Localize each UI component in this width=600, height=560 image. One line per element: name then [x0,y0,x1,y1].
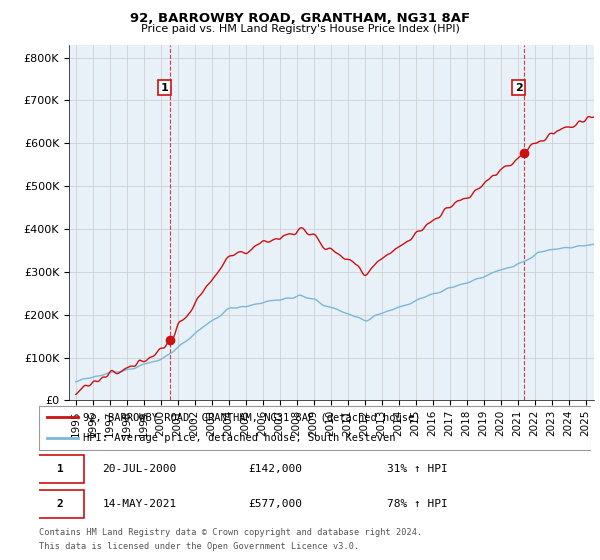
Text: HPI: Average price, detached house, South Kesteven: HPI: Average price, detached house, Sout… [83,433,395,444]
Text: 1: 1 [56,464,64,474]
Text: 2: 2 [515,83,523,92]
Text: 1: 1 [161,83,169,92]
Text: Price paid vs. HM Land Registry's House Price Index (HPI): Price paid vs. HM Land Registry's House … [140,24,460,34]
Text: Contains HM Land Registry data © Crown copyright and database right 2024.: Contains HM Land Registry data © Crown c… [39,528,422,537]
Text: 78% ↑ HPI: 78% ↑ HPI [387,499,448,509]
FancyBboxPatch shape [35,490,84,518]
Text: £142,000: £142,000 [249,464,303,474]
Text: 92, BARROWBY ROAD, GRANTHAM, NG31 8AF (detached house): 92, BARROWBY ROAD, GRANTHAM, NG31 8AF (d… [83,412,421,422]
FancyBboxPatch shape [35,455,84,483]
Text: 14-MAY-2021: 14-MAY-2021 [103,499,177,509]
Text: 2: 2 [56,499,64,509]
Text: 92, BARROWBY ROAD, GRANTHAM, NG31 8AF: 92, BARROWBY ROAD, GRANTHAM, NG31 8AF [130,12,470,25]
Text: £577,000: £577,000 [249,499,303,509]
Text: This data is licensed under the Open Government Licence v3.0.: This data is licensed under the Open Gov… [39,542,359,550]
Text: 31% ↑ HPI: 31% ↑ HPI [387,464,448,474]
Text: 20-JUL-2000: 20-JUL-2000 [103,464,177,474]
